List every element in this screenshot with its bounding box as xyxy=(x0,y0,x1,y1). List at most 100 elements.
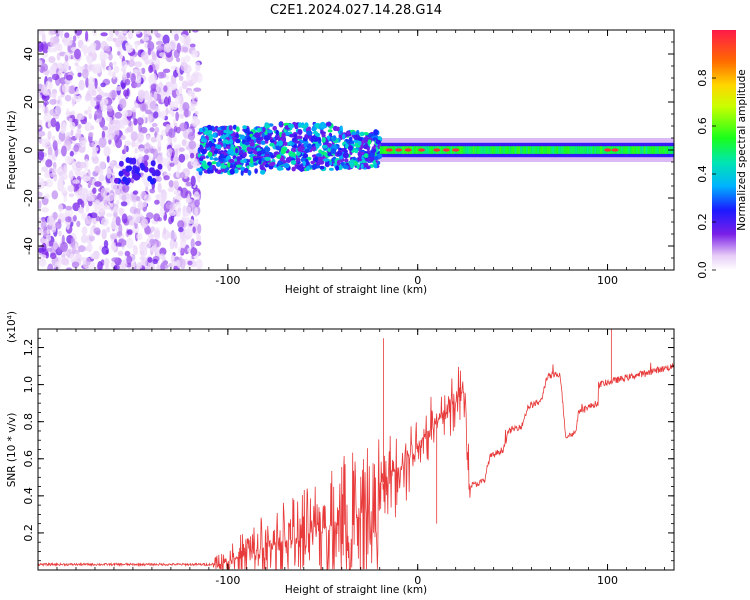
heatmap-cell xyxy=(101,130,106,139)
heatmap-cell xyxy=(176,66,180,74)
x-tick-label: 0 xyxy=(414,274,421,287)
heatmap-cell xyxy=(375,148,379,153)
heatmap-cell xyxy=(645,146,648,154)
heatmap-cell xyxy=(168,180,174,188)
heatmap-cell xyxy=(41,84,48,95)
heatmap-cell xyxy=(148,64,154,74)
heatmap-cell xyxy=(96,94,103,101)
heatmap-cell xyxy=(193,191,200,202)
heatmap-cell xyxy=(202,138,207,143)
heatmap-cell xyxy=(220,125,225,130)
heatmap-cell xyxy=(112,142,116,147)
heatmap-cell xyxy=(80,45,86,52)
snr-series-line xyxy=(38,329,674,570)
heatmap-cell xyxy=(38,176,41,182)
heatmap-cell xyxy=(87,64,92,73)
heatmap-cell xyxy=(150,136,157,143)
heatmap-cell xyxy=(339,125,343,132)
heatmap-cell xyxy=(381,146,384,154)
heatmap-cell xyxy=(575,146,578,154)
heatmap-cell xyxy=(175,201,182,208)
heatmap-cell xyxy=(119,208,124,216)
heatmap-cell xyxy=(81,187,89,196)
heatmap-cell xyxy=(239,149,244,156)
heatmap-cell xyxy=(139,103,147,112)
heatmap-cell xyxy=(82,175,91,182)
heatmap-cell xyxy=(141,256,148,267)
heatmap-cell xyxy=(363,144,368,150)
heatmap-cell xyxy=(285,157,292,163)
heatmap-cell xyxy=(288,151,295,157)
heatmap-cell xyxy=(658,146,661,154)
heatmap-cell xyxy=(641,146,644,154)
heatmap-cell xyxy=(556,146,559,154)
spectrogram-y-label: Frequency (Hz) xyxy=(6,110,18,189)
heatmap-cell xyxy=(121,124,126,129)
heatmap-cell xyxy=(236,156,243,162)
heatmap-cell xyxy=(197,234,202,243)
heatmap-cell xyxy=(256,127,262,133)
heatmap-cell xyxy=(78,245,86,253)
x-tick-label: -100 xyxy=(215,574,240,587)
heatmap-cell xyxy=(152,51,156,60)
heatmap-cell xyxy=(393,146,395,154)
heatmap-cell xyxy=(197,223,202,234)
heatmap-cell xyxy=(192,226,196,234)
heatmap-cell xyxy=(161,158,169,167)
heatmap-cell xyxy=(41,166,49,173)
heatmap-cell xyxy=(52,240,59,250)
heatmap-cell xyxy=(57,139,62,145)
x-tick-label: 100 xyxy=(597,274,618,287)
heatmap-cell xyxy=(186,73,191,84)
heatmap-cell xyxy=(61,187,67,195)
heatmap-cell xyxy=(315,153,322,157)
heatmap-cell xyxy=(550,146,553,154)
spectrogram-x-axis: -100 0 100 xyxy=(37,30,665,287)
heatmap-cell xyxy=(113,265,118,270)
heatmap-cell xyxy=(147,262,152,270)
heatmap-cell xyxy=(163,85,168,93)
heatmap-cell xyxy=(413,146,416,154)
heatmap-cell xyxy=(131,109,136,120)
heatmap-cell xyxy=(165,201,173,210)
heatmap-cell xyxy=(264,156,271,161)
heatmap-cell xyxy=(61,145,67,157)
heatmap-cell xyxy=(264,124,271,129)
heatmap-cell xyxy=(69,121,76,130)
heatmap-cell xyxy=(98,204,106,213)
heatmap-cell xyxy=(379,146,382,154)
heatmap-cell xyxy=(472,146,475,154)
heatmap-cell xyxy=(522,146,525,154)
heatmap-cell xyxy=(112,72,116,80)
heatmap-cell xyxy=(113,65,120,74)
heatmap-cell xyxy=(100,217,109,226)
spectrogram-panel: -100 0 100 -40 -20 0 20 40 Height of straight … xyxy=(6,29,675,296)
heatmap-cell xyxy=(196,167,203,172)
heatmap-cell xyxy=(174,33,179,42)
heatmap-cell xyxy=(38,200,42,209)
heatmap-cell xyxy=(51,135,56,142)
heatmap-cell xyxy=(312,146,317,152)
heatmap-cell xyxy=(180,61,188,72)
heatmap-cell xyxy=(487,146,490,154)
heatmap-cell xyxy=(227,148,234,155)
heatmap-cell xyxy=(114,38,121,48)
heatmap-cell xyxy=(577,146,580,154)
heatmap-cell xyxy=(65,267,73,270)
heatmap-cell xyxy=(662,146,665,154)
heatmap-cell xyxy=(88,235,96,242)
heatmap-cell xyxy=(343,149,348,154)
heatmap-cell xyxy=(187,131,196,141)
heatmap-cell xyxy=(179,122,188,132)
heatmap-cell xyxy=(131,158,137,165)
heatmap-cell xyxy=(173,126,178,133)
heatmap-cell xyxy=(48,56,56,64)
heatmap-cell xyxy=(115,86,123,91)
heatmap-cell xyxy=(276,154,281,159)
heatmap-cell xyxy=(461,146,464,154)
heatmap-cell xyxy=(148,58,153,66)
heatmap-cell xyxy=(130,131,138,142)
colorbar-tick-label: 0.4 xyxy=(696,165,709,183)
heatmap-cell xyxy=(592,146,595,154)
heatmap-cell xyxy=(604,148,612,152)
